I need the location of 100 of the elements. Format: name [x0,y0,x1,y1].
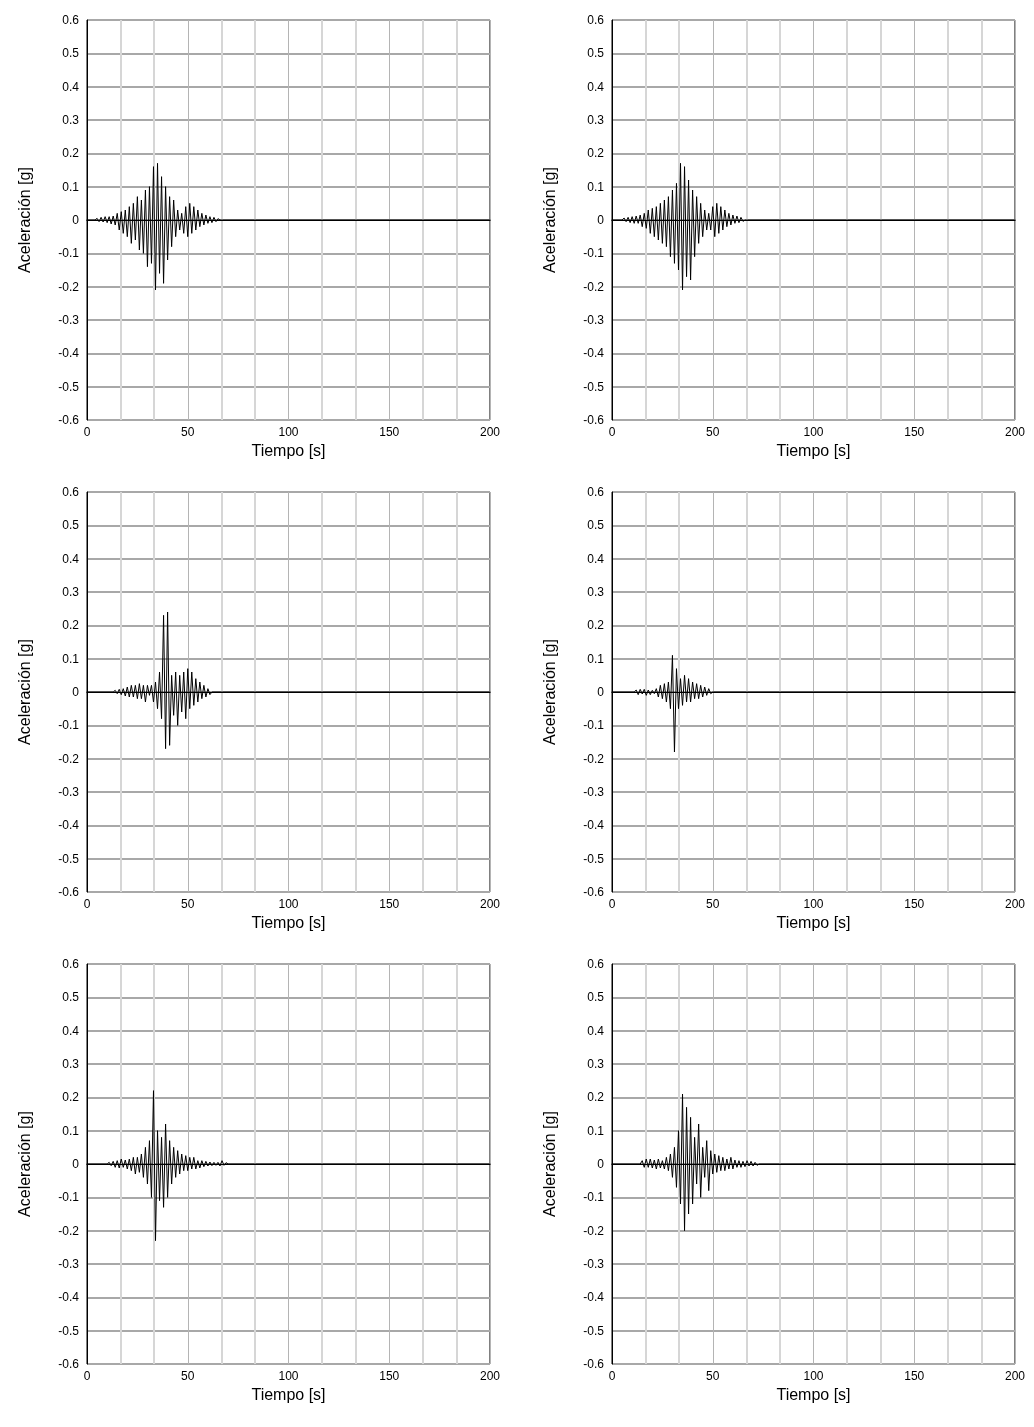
y-tick-label: 0.1 [587,1123,605,1138]
y-axis-title: Aceleración [g] [540,639,558,745]
y-tick-label: 0.3 [587,113,605,127]
x-tick-label: 200 [1004,425,1026,439]
x-axis-title: Tiempo [s] [776,442,851,460]
y-tick-label: -0.4 [58,818,80,833]
y-tick-label: 0.5 [587,518,605,533]
y-tick-label: 0 [597,213,605,227]
y-tick-label: -0.3 [583,313,605,327]
y-tick-label: 0.4 [587,551,605,566]
y-tick-label: -0.5 [583,379,605,394]
y-tick-label: 0.3 [62,585,80,599]
y-tick-label: 0.6 [587,957,605,971]
y-tick-label: 0.5 [62,518,80,533]
y-tick-label: 0.6 [62,13,80,27]
y-tick-label: -0.4 [58,346,80,361]
y-tick-label: -0.2 [58,1223,80,1238]
x-axis-title: Tiempo [s] [776,914,851,932]
y-tick-label: -0.4 [583,1290,605,1305]
y-tick-label: -0.3 [583,785,605,799]
x-tick-label: 100 [278,425,299,439]
x-tick-label: 50 [706,1369,720,1383]
y-tick-label: 0.3 [587,1057,605,1071]
y-tick-label: -0.5 [58,851,80,866]
y-axis-title: Aceleración [g] [15,167,33,273]
y-tick-label: 0.2 [62,618,80,633]
y-tick-label: -0.2 [583,1223,605,1238]
x-tick-label: 0 [608,1369,616,1383]
x-tick-label: 0 [608,425,616,439]
x-tick-label: 150 [379,897,400,911]
x-tick-label: 100 [278,1369,299,1383]
y-tick-label: 0 [72,213,80,227]
y-tick-label: -0.2 [583,751,605,766]
x-axis-title: Tiempo [s] [251,1386,326,1404]
y-tick-label: 0.2 [62,1090,80,1105]
y-tick-label: 0.2 [587,618,605,633]
y-tick-label: -0.2 [58,279,80,294]
y-tick-label: 0.3 [62,1057,80,1071]
x-tick-label: 200 [1004,897,1026,911]
y-tick-label: 0.4 [587,79,605,94]
y-tick-label: 0.1 [587,651,605,666]
y-tick-label: -0.4 [583,818,605,833]
y-tick-label: 0.1 [587,179,605,194]
x-tick-label: 0 [83,1369,91,1383]
y-tick-label: -0.1 [583,1190,605,1205]
x-tick-label: 150 [904,1369,925,1383]
y-tick-label: -0.1 [583,246,605,261]
x-tick-label: 0 [83,425,91,439]
y-tick-label: 0.2 [62,146,80,161]
x-tick-label: 150 [904,897,925,911]
y-tick-label: 0.3 [587,585,605,599]
y-tick-label: -0.5 [58,379,80,394]
y-tick-label: 0.6 [62,957,80,971]
y-tick-label: 0.4 [62,551,80,566]
y-axis-title: Aceleración [g] [540,167,558,273]
y-tick-label: 0 [597,685,605,699]
y-tick-label: -0.3 [583,1257,605,1271]
x-axis-title: Tiempo [s] [776,1386,851,1404]
x-tick-label: 200 [479,897,501,911]
x-tick-label: 200 [1004,1369,1026,1383]
x-tick-label: 50 [706,897,720,911]
y-tick-label: 0.4 [62,1023,80,1038]
y-tick-label: 0.2 [587,146,605,161]
y-tick-label: -0.2 [583,279,605,294]
x-tick-label: 50 [181,425,195,439]
y-tick-label: -0.5 [58,1323,80,1338]
y-tick-label: 0.5 [587,46,605,61]
x-tick-label: 200 [479,425,501,439]
x-tick-label: 100 [803,897,824,911]
y-tick-label: 0.6 [587,485,605,499]
x-tick-label: 50 [181,1369,195,1383]
y-tick-label: -0.2 [58,751,80,766]
y-tick-label: -0.3 [58,785,80,799]
y-tick-label: 0.6 [587,13,605,27]
y-tick-label: 0 [597,1157,605,1171]
y-axis-title: Aceleración [g] [15,1111,33,1217]
y-tick-label: -0.1 [58,246,80,261]
y-tick-label: -0.6 [58,1357,80,1371]
y-tick-label: 0.2 [587,1090,605,1105]
y-tick-label: -0.5 [583,1323,605,1338]
x-tick-label: 0 [83,897,91,911]
y-tick-label: -0.6 [58,413,80,427]
y-tick-label: -0.3 [58,313,80,327]
x-tick-label: 100 [803,1369,824,1383]
y-tick-label: 0.5 [587,990,605,1005]
y-tick-label: 0.1 [62,179,80,194]
y-tick-label: -0.1 [583,718,605,733]
y-tick-label: -0.4 [583,346,605,361]
x-tick-label: 100 [803,425,824,439]
x-axis-title: Tiempo [s] [251,914,326,932]
y-tick-label: -0.5 [583,851,605,866]
y-axis-title: Aceleración [g] [540,1111,558,1217]
y-tick-label: -0.3 [58,1257,80,1271]
y-tick-label: 0.5 [62,46,80,61]
y-tick-label: -0.1 [58,1190,80,1205]
y-tick-label: 0.1 [62,1123,80,1138]
y-tick-label: -0.6 [583,413,605,427]
y-axis-title: Aceleración [g] [15,639,33,745]
y-tick-label: 0.4 [587,1023,605,1038]
y-tick-label: 0.1 [62,651,80,666]
